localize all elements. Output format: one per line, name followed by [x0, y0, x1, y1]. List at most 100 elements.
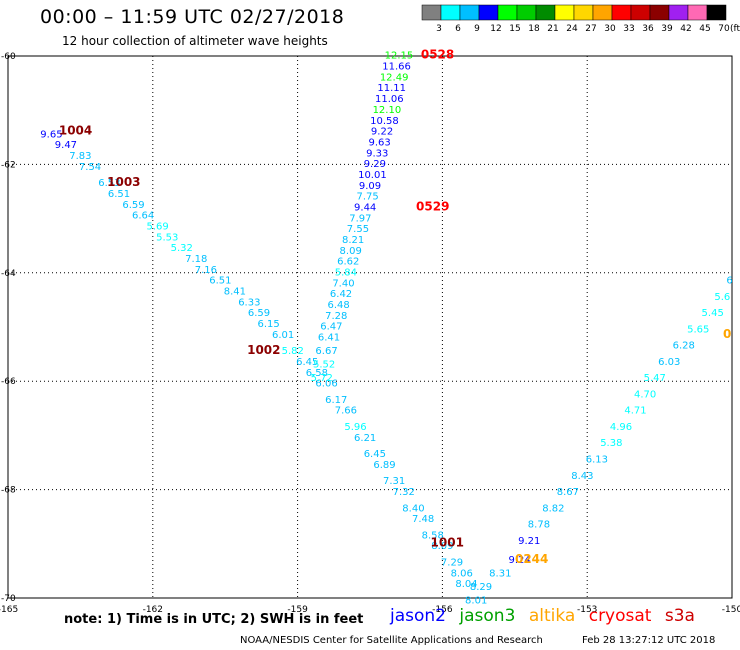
wave-height-value: 10.58	[370, 116, 399, 127]
wave-height-value: 9.63	[369, 137, 391, 148]
wave-height-value: 7.75	[356, 192, 378, 203]
colorbar-tick-label: 36	[642, 24, 654, 34]
wave-height-value: 7.97	[349, 213, 371, 224]
colorbar-swatch	[516, 4, 537, 21]
wave-height-value: 8.43	[571, 471, 593, 482]
colorbar-swatch	[554, 4, 575, 21]
x-tick-label: -159	[287, 605, 308, 615]
y-tick-label: -62	[1, 160, 16, 170]
wave-height-value: 6.45	[296, 357, 318, 368]
x-tick-label: -156	[432, 605, 453, 615]
colorbar-swatch	[573, 4, 594, 21]
wave-height-value: 5.65	[687, 324, 709, 335]
y-tick-label: -68	[1, 486, 16, 496]
wave-height-value: 12.10	[373, 105, 402, 116]
chart-axes: -165 -162 -159 -156 -153 -150 -60 -62 -64 -66 -68 -…	[0, 52, 740, 615]
wave-height-value: 6.59	[122, 200, 144, 211]
colorbar-swatch	[592, 4, 613, 21]
colorbar-tick-label: 21	[547, 24, 558, 34]
wave-height-value: 7.28	[325, 311, 347, 322]
wave-height-value: 5.45	[702, 308, 724, 319]
wave-height-value: 7.40	[332, 278, 354, 289]
x-tick-label: -162	[143, 605, 163, 615]
wave-height-value: 7.29	[441, 557, 463, 568]
colorbar-swatch	[630, 4, 651, 21]
colorbar-swatch	[535, 4, 556, 21]
satellite-legend: jason2 jason3 altika cryosat s3a	[390, 606, 703, 626]
pass-time-label: 0528	[421, 48, 454, 62]
wave-height-value: 8.29	[470, 582, 492, 593]
plot-frame	[7, 55, 733, 599]
colorbar-tick-label: 33	[623, 24, 634, 34]
colorbar-tick-label: 24	[566, 24, 578, 34]
wave-height-value: 11.66	[382, 62, 411, 73]
wave-height-value: 11.06	[375, 94, 404, 105]
wave-height-value: 9.29	[364, 159, 386, 170]
wave-height-value: 6.89	[373, 460, 395, 471]
y-tick-label: -64	[1, 269, 16, 279]
chart-marks: 9.659.477.837.546.536.516.596.645.695.53…	[40, 48, 732, 607]
colorbar-swatch	[649, 4, 670, 21]
colorbar-tick-label: 12	[490, 24, 501, 34]
wave-height-value: 6.03	[658, 357, 680, 368]
wave-height-value: 6	[726, 276, 732, 287]
wave-height-value: 7.83	[69, 151, 91, 162]
wave-height-value: 9.21	[518, 536, 540, 547]
y-tick-label: -60	[1, 52, 16, 62]
wave-height-value: 5.72	[311, 373, 333, 384]
wave-height-value: 8.06	[451, 568, 473, 579]
colorbar-tick-label: 42	[680, 24, 691, 34]
wave-height-value: 8.78	[528, 520, 550, 531]
wave-height-value: 8.21	[342, 235, 364, 246]
wave-height-value: 5.53	[156, 232, 178, 243]
colorbar-tick-label: 45	[699, 24, 710, 34]
wave-height-value: 5.38	[600, 438, 622, 449]
colorbar-swatch	[497, 4, 518, 21]
page-title: 00:00 – 11:59 UTC 02/27/2018	[40, 6, 345, 28]
footer-timestamp: Feb 28 13:27:12 UTC 2018	[582, 635, 716, 646]
wave-height-value: 6.59	[248, 308, 270, 319]
wave-height-value: 8.09	[340, 246, 362, 257]
wave-height-value: 5.82	[282, 346, 304, 357]
wave-height-value: 8.31	[489, 568, 511, 579]
pass-time-label: 1003	[107, 175, 140, 189]
wave-height-value: 8.40	[402, 503, 424, 514]
chart-grid	[8, 56, 732, 598]
wave-height-value: 8.04	[455, 579, 477, 590]
wave-height-value: 6.62	[337, 257, 359, 268]
wave-height-value: 6.58	[306, 368, 328, 379]
wave-height-value: 7.66	[335, 406, 357, 417]
chart-note: note: 1) Time is in UTC; 2) SWH is in fe…	[64, 612, 364, 627]
wave-height-value: 6.41	[318, 333, 340, 344]
wave-height-value: 7.18	[185, 254, 207, 265]
wave-height-value: 6.42	[330, 289, 352, 300]
wave-height-value: 6.48	[327, 300, 349, 311]
wave-height-value: 4.70	[634, 389, 656, 400]
x-tick-label: -153	[577, 605, 597, 615]
colorbar-tick-label: 27	[585, 24, 596, 34]
x-tick-label: -165	[0, 605, 18, 615]
legend-jason2: jason2	[390, 606, 446, 626]
wave-height-value: 6.21	[354, 433, 376, 444]
y-tick-label: -70	[1, 594, 16, 604]
legend-s3a: s3a	[664, 606, 695, 626]
wave-height-value: 6.67	[315, 346, 337, 357]
wave-height-value: 4.71	[624, 406, 646, 417]
wave-height-value: 6.13	[586, 455, 608, 466]
wave-height-value: 9.24	[508, 555, 530, 566]
pass-time-label: 1002	[247, 343, 280, 357]
wave-height-value: 8.09	[431, 541, 453, 552]
colorbar-swatch	[478, 4, 499, 21]
wave-height-value: 7.16	[195, 265, 217, 276]
wave-height-value: 6.17	[325, 395, 347, 406]
legend-altika: altika	[528, 606, 576, 626]
wave-height-value: 5.84	[335, 268, 357, 279]
wave-height-value: 7.48	[412, 514, 434, 525]
wave-height-value: 6.47	[320, 322, 342, 333]
wave-height-value: 9.22	[371, 127, 393, 138]
footer-credit: NOAA/NESDIS Center for Satellite Applica…	[240, 635, 543, 646]
wave-height-value: 9.44	[354, 202, 376, 213]
colorbar-tick-label: 39	[661, 24, 673, 34]
